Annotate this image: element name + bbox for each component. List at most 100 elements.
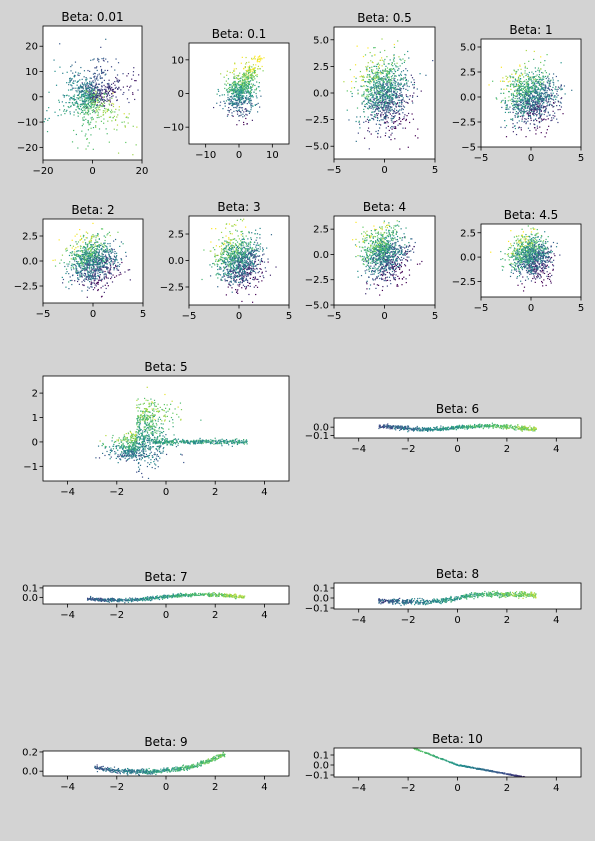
scatter-point <box>245 84 247 86</box>
scatter-point <box>86 275 88 277</box>
scatter-point <box>84 263 86 265</box>
scatter-point <box>236 92 238 94</box>
scatter-point <box>64 248 67 250</box>
scatter-point <box>247 78 249 80</box>
scatter-point <box>259 106 261 108</box>
scatter-point <box>239 89 242 91</box>
scatter-point <box>380 113 382 115</box>
scatter-point <box>89 278 91 280</box>
scatter-point <box>525 102 527 104</box>
scatter-point <box>69 98 71 100</box>
scatter-point <box>96 91 98 93</box>
scatter-point <box>527 76 529 78</box>
scatter-point <box>353 76 355 78</box>
scatter-point <box>379 97 381 100</box>
scatter-point <box>85 77 87 79</box>
scatter-point <box>537 94 539 97</box>
scatter-point <box>540 120 543 122</box>
scatter-point <box>238 96 240 98</box>
scatter-point <box>86 138 88 140</box>
scatter-point <box>249 95 252 97</box>
scatter-point <box>540 87 543 90</box>
scatter-point <box>383 60 385 62</box>
scatter-point <box>85 276 87 278</box>
scatter-point <box>124 126 126 128</box>
scatter-point <box>245 63 247 65</box>
scatter-point <box>543 98 545 100</box>
scatter-point <box>248 101 250 103</box>
scatter-point <box>94 275 96 277</box>
scatter-point <box>68 281 70 283</box>
scatter-point <box>91 119 93 121</box>
scatter-point <box>385 115 387 117</box>
scatter-point <box>95 248 97 250</box>
scatter-point <box>240 85 243 87</box>
scatter-point <box>249 92 251 94</box>
scatter-point <box>389 81 391 83</box>
scatter-point <box>100 92 102 94</box>
scatter-point <box>104 236 107 238</box>
scatter-point <box>248 67 250 69</box>
scatter-point <box>232 82 234 84</box>
scatter-point <box>110 89 112 91</box>
scatter-point <box>507 100 509 102</box>
scatter-point <box>96 234 99 236</box>
scatter-point <box>527 103 529 106</box>
scatter-point <box>517 84 520 86</box>
scatter-point <box>89 267 91 269</box>
scatter-point <box>407 146 409 148</box>
scatter-point <box>91 89 93 92</box>
scatter-point <box>364 54 367 56</box>
scatter-point <box>531 94 534 96</box>
scatter-point <box>370 90 373 92</box>
scatter-point <box>89 265 91 267</box>
scatter-point <box>527 99 529 101</box>
scatter-point <box>242 97 244 99</box>
scatter-point <box>87 94 89 96</box>
scatter-point <box>531 91 534 93</box>
scatter-point <box>235 248 237 250</box>
scatter-point <box>380 77 382 79</box>
scatter-point <box>98 88 100 91</box>
scatter-point <box>98 254 100 256</box>
scatter-point <box>375 77 378 79</box>
scatter-point <box>371 55 373 57</box>
scatter-point <box>223 94 225 96</box>
scatter-point <box>112 251 114 253</box>
scatter-point <box>242 241 244 243</box>
scatter-point <box>94 99 97 102</box>
scatter-point <box>544 75 547 78</box>
scatter-point <box>93 105 95 107</box>
scatter-point <box>243 92 245 94</box>
scatter-point <box>516 122 518 124</box>
scatter-point <box>82 241 84 243</box>
scatter-point <box>527 87 529 89</box>
scatter-point <box>394 102 397 104</box>
scatter-point <box>539 117 541 119</box>
scatter-point <box>83 70 86 72</box>
scatter-point <box>524 98 526 100</box>
scatter-point <box>528 98 530 100</box>
scatter-point <box>233 68 235 70</box>
scatter-point <box>536 125 538 127</box>
scatter-point <box>401 118 404 121</box>
scatter-point <box>100 271 102 273</box>
scatter-point <box>374 104 376 106</box>
scatter-point <box>90 286 92 288</box>
scatter-point <box>86 256 88 258</box>
scatter-point <box>541 113 543 115</box>
scatter-point <box>387 77 389 79</box>
scatter-point <box>534 103 536 105</box>
scatter-point <box>94 270 96 272</box>
scatter-point <box>240 101 242 104</box>
scatter-point <box>232 105 234 107</box>
scatter-point <box>384 112 386 114</box>
scatter-point <box>234 85 236 87</box>
scatter-point <box>107 267 109 269</box>
scatter-point <box>83 76 85 78</box>
scatter-point <box>387 107 389 109</box>
scatter-point <box>401 95 403 97</box>
scatter-point <box>520 93 522 95</box>
scatter-point <box>234 63 236 65</box>
scatter-point <box>233 106 235 109</box>
